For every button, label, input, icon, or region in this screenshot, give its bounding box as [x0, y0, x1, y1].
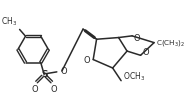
Text: O: O: [31, 85, 38, 94]
Text: O: O: [60, 67, 67, 75]
Text: C(CH$_3$)$_2$: C(CH$_3$)$_2$: [156, 38, 185, 48]
Text: O: O: [134, 34, 140, 43]
Text: O: O: [50, 85, 57, 94]
Text: O: O: [142, 48, 149, 57]
Text: CH$_3$: CH$_3$: [1, 15, 17, 28]
Text: O: O: [83, 56, 90, 65]
Text: S: S: [41, 70, 47, 79]
Text: OCH$_3$: OCH$_3$: [123, 71, 145, 83]
